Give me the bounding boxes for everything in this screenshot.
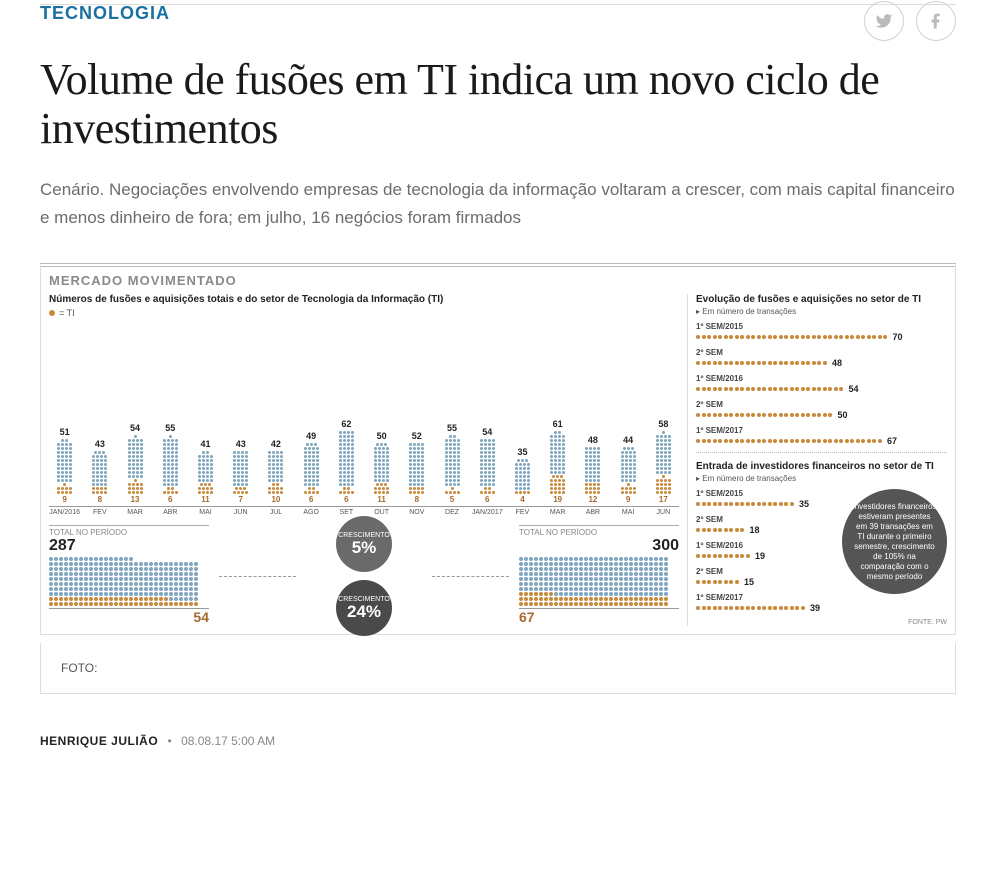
month-label: ABR xyxy=(155,509,186,516)
evo-rows: 1º SEM/201570 2º SEM48 1º SEM/201654 2º SEM… xyxy=(696,322,947,446)
byline-separator: • xyxy=(168,734,172,748)
byline: HENRIQUE JULIÃO • 08.08.17 5:00 AM xyxy=(40,734,956,748)
growth-circle-ti: CRESCIMENTO 24% xyxy=(336,580,392,636)
total-2017-ti: 67 xyxy=(519,609,679,625)
infographic-source: FONTE: PW xyxy=(696,619,947,626)
total-2016-label: TOTAL NO PERÍODO xyxy=(49,525,209,537)
dot-column: 5817 xyxy=(648,419,679,504)
total-2017: TOTAL NO PERÍODO 300 67 xyxy=(519,525,679,627)
month-label: MAI xyxy=(190,509,221,516)
article-headline: Volume de fusões em TI indica um novo ci… xyxy=(40,55,956,154)
month-label: JUN xyxy=(648,509,679,516)
inv-sub: ▸ Em número de transações xyxy=(696,474,947,483)
left-chart-title: Números de fusões e aquisições totais e … xyxy=(49,294,679,305)
byline-timestamp: 08.08.17 5:00 AM xyxy=(181,734,275,748)
evo-title: Evolução de fusões e aquisições no setor… xyxy=(696,294,947,305)
month-label: SET xyxy=(331,509,362,516)
dot-column: 6119 xyxy=(542,419,573,504)
article-dek: Cenário. Negociações envolvendo empresas… xyxy=(40,176,956,234)
dot-column: 496 xyxy=(296,431,327,504)
month-label: JAN/2017 xyxy=(472,509,503,516)
dot-column: 449 xyxy=(613,435,644,504)
month-label: NOV xyxy=(401,509,432,516)
month-label: FEV xyxy=(507,509,538,516)
legend-ti-dot xyxy=(49,310,55,316)
dot-column: 519 xyxy=(49,427,80,504)
month-label: MAR xyxy=(119,509,150,516)
evo-row: 1º SEM/201739 xyxy=(696,593,947,613)
facebook-icon[interactable] xyxy=(916,1,956,41)
growth-bot-pct: 24% xyxy=(347,603,381,620)
total-2016-dots xyxy=(49,557,209,609)
month-axis: JAN/2016 FEV MAR ABR MAI JUN JUL AGO SET OUT NOV DE… xyxy=(49,509,679,516)
total-2017-value: 300 xyxy=(519,537,679,555)
dot-column: 555 xyxy=(436,423,467,504)
evo-sub: ▸ Em número de transações xyxy=(696,307,947,316)
dot-column: 528 xyxy=(401,431,432,504)
growth-top-pct: 5% xyxy=(352,539,377,556)
infographic-kicker: MERCADO MOVIMENTADO xyxy=(49,273,947,288)
total-2017-label: TOTAL NO PERÍODO xyxy=(519,525,679,537)
total-2016: TOTAL NO PERÍODO 287 54 xyxy=(49,525,209,627)
evo-row: 1º SEM/201767 xyxy=(696,426,947,446)
month-label: ABR xyxy=(577,509,608,516)
right-divider xyxy=(696,452,947,453)
dot-column: 626 xyxy=(331,419,362,504)
twitter-icon[interactable] xyxy=(864,1,904,41)
inv-title: Entrada de investidores financeiros no s… xyxy=(696,461,947,472)
month-label: JUL xyxy=(260,509,291,516)
dot-column: 4812 xyxy=(577,435,608,504)
infographic-left: Números de fusões e aquisições totais e … xyxy=(49,294,679,626)
byline-author: HENRIQUE JULIÃO xyxy=(40,734,158,748)
month-label: DEZ xyxy=(436,509,467,516)
dot-column: 556 xyxy=(155,423,186,504)
totals-row: TOTAL NO PERÍODO 287 54 CRESCIMENTO 5% C… xyxy=(49,526,679,626)
evo-row: 2º SEM48 xyxy=(696,348,947,368)
evo-row: 2º SEM50 xyxy=(696,400,947,420)
legend-ti-label: = TI xyxy=(59,308,75,318)
infographic-container: MERCADO MOVIMENTADO Números de fusões e … xyxy=(40,263,956,635)
total-2016-value: 287 xyxy=(49,537,209,555)
total-2016-ti: 54 xyxy=(49,609,209,625)
arrow-line-1 xyxy=(219,576,296,577)
total-2017-dots xyxy=(519,557,679,609)
dot-column: 438 xyxy=(84,439,115,504)
dot-column: 5011 xyxy=(366,431,397,504)
growth-circles: CRESCIMENTO 5% CRESCIMENTO 24% xyxy=(336,516,392,636)
month-label: MAR xyxy=(542,509,573,516)
foto-caption-box: FOTO: xyxy=(40,643,956,694)
infographic-right: Evolução de fusões e aquisições no setor… xyxy=(687,294,947,626)
month-label: MAI xyxy=(613,509,644,516)
callout-circle: Investidores financeiros estiveram prese… xyxy=(842,489,947,594)
month-label: FEV xyxy=(84,509,115,516)
dot-column: 4210 xyxy=(260,439,291,504)
arrow-line-2 xyxy=(432,576,509,577)
month-label: JUN xyxy=(225,509,256,516)
social-icons xyxy=(864,1,956,41)
dot-column: 437 xyxy=(225,439,256,504)
month-label: JAN/2016 xyxy=(49,509,80,516)
dot-column: 546 xyxy=(472,427,503,504)
dot-column: 5413 xyxy=(119,423,150,504)
legend-ti: = TI xyxy=(49,308,679,318)
growth-circle-total: CRESCIMENTO 5% xyxy=(336,516,392,572)
evo-row: 1º SEM/201654 xyxy=(696,374,947,394)
month-label: OUT xyxy=(366,509,397,516)
evo-row: 1º SEM/201570 xyxy=(696,322,947,342)
dot-column: 354 xyxy=(507,447,538,504)
month-label: AGO xyxy=(296,509,327,516)
section-label: TECNOLOGIA xyxy=(40,3,170,24)
dot-column: 4111 xyxy=(190,439,221,504)
dot-chart: 5194385413556411143742104966265011528555… xyxy=(49,322,679,507)
